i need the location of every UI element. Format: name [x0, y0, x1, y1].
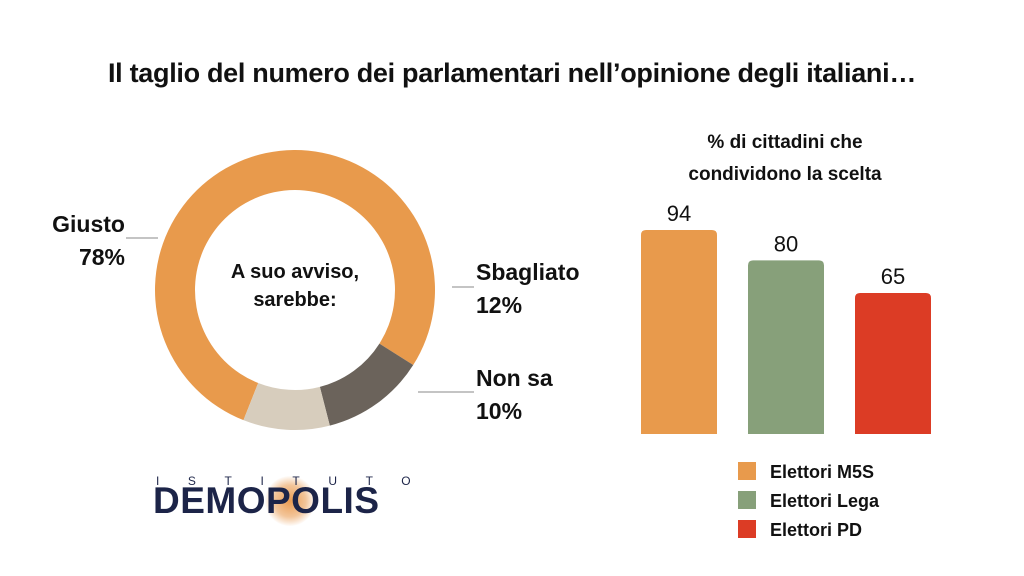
bar-2: [748, 260, 824, 434]
donut-slice-giusto: [155, 150, 436, 421]
logo-subtitle: ISTITUTO: [156, 474, 440, 488]
donut-label-non-sa-value: 10%: [476, 398, 522, 424]
bar-chart-title: condividono la scelta: [688, 164, 882, 185]
legend-label: Elettori M5S: [770, 462, 874, 482]
bar-1: [641, 230, 717, 434]
logo-sun-icon: [265, 476, 315, 526]
bar-chart-title: % di cittadini che: [707, 132, 862, 153]
bar-value-label: 80: [774, 231, 798, 256]
donut-label-sbagliato-value: 12%: [476, 292, 522, 318]
bar-3: [855, 292, 931, 434]
logo-wordmark: DEMOPOLIS: [153, 480, 380, 521]
bar-value-label: 65: [881, 264, 905, 289]
page-title: Il taglio del numero dei parlamentari ne…: [107, 58, 917, 88]
bar-chart: % di cittadini che condividono la scelta 9…: [641, 132, 931, 540]
legend-label: Elettori PD: [770, 520, 862, 540]
legend-swatch: [738, 491, 756, 509]
donut-labels: Giusto 78% Sbagliato 12% Non sa 10%: [52, 211, 579, 424]
donut-slice-sbagliato: [319, 343, 414, 426]
donut-label-giusto-name: Giusto: [52, 211, 125, 237]
legend-swatch: [738, 462, 756, 480]
donut-chart: A suo avviso, sarebbe:: [155, 150, 436, 431]
legend-swatch: [738, 520, 756, 538]
donut-slice-non-sa: [243, 382, 330, 431]
donut-center-label: sarebbe:: [253, 289, 336, 311]
donut-center-label: A suo avviso,: [231, 261, 359, 283]
bar-value-label: 94: [667, 201, 691, 226]
legend-label: Elettori Lega: [770, 491, 880, 511]
donut-label-giusto-value: 78%: [79, 244, 125, 270]
donut-label-sbagliato-name: Sbagliato: [476, 259, 580, 285]
donut-label-non-sa-name: Non sa: [476, 365, 553, 391]
